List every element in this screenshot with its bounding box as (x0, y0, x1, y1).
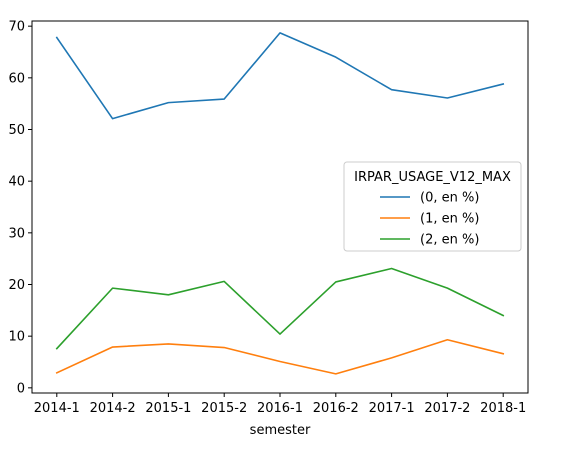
legend: IRPAR_USAGE_V12_MAX (0, en %) (1, en %) (2… (343, 161, 522, 252)
x-tick-label: 2015-2 (201, 401, 247, 416)
series-line-2 (55, 267, 505, 350)
y-tick-label: 50 (8, 123, 25, 138)
y-tick-label: 20 (8, 278, 25, 293)
x-axis-label: semester (250, 423, 311, 438)
y-tick-label: 70 (8, 20, 25, 35)
legend-label-0: (0, en %) (420, 191, 479, 206)
series-layer (55, 32, 505, 375)
legend-label-1: (1, en %) (420, 212, 479, 227)
x-tick-label: 2018-1 (480, 401, 526, 416)
x-tick-label: 2015-1 (145, 401, 191, 416)
x-tick-label: 2017-1 (369, 401, 415, 416)
legend-title: IRPAR_USAGE_V12_MAX (354, 170, 511, 185)
x-tick-label: 2017-2 (424, 401, 470, 416)
y-axis: 0 10 20 30 40 50 60 70 (8, 20, 32, 396)
legend-label-2: (2, en %) (420, 233, 479, 248)
x-axis: 2014-1 2014-2 2015-1 2015-2 2016-1 2016-2 2017… (34, 393, 526, 416)
series-line-0 (55, 32, 505, 120)
series-line-1 (55, 338, 505, 375)
x-tick-label: 2016-2 (313, 401, 359, 416)
legend-items: (0, en %) (1, en %) (2, en %) (380, 191, 479, 248)
y-tick-label: 30 (8, 226, 25, 241)
x-tick-label: 2014-1 (34, 401, 80, 416)
y-tick-label: 40 (8, 175, 25, 190)
x-tick-label: 2014-2 (90, 401, 136, 416)
y-tick-label: 60 (8, 71, 25, 86)
legend-box (343, 161, 522, 252)
y-tick-label: 0 (17, 381, 25, 396)
x-tick-label: 2016-1 (257, 401, 303, 416)
y-tick-label: 10 (8, 330, 25, 345)
